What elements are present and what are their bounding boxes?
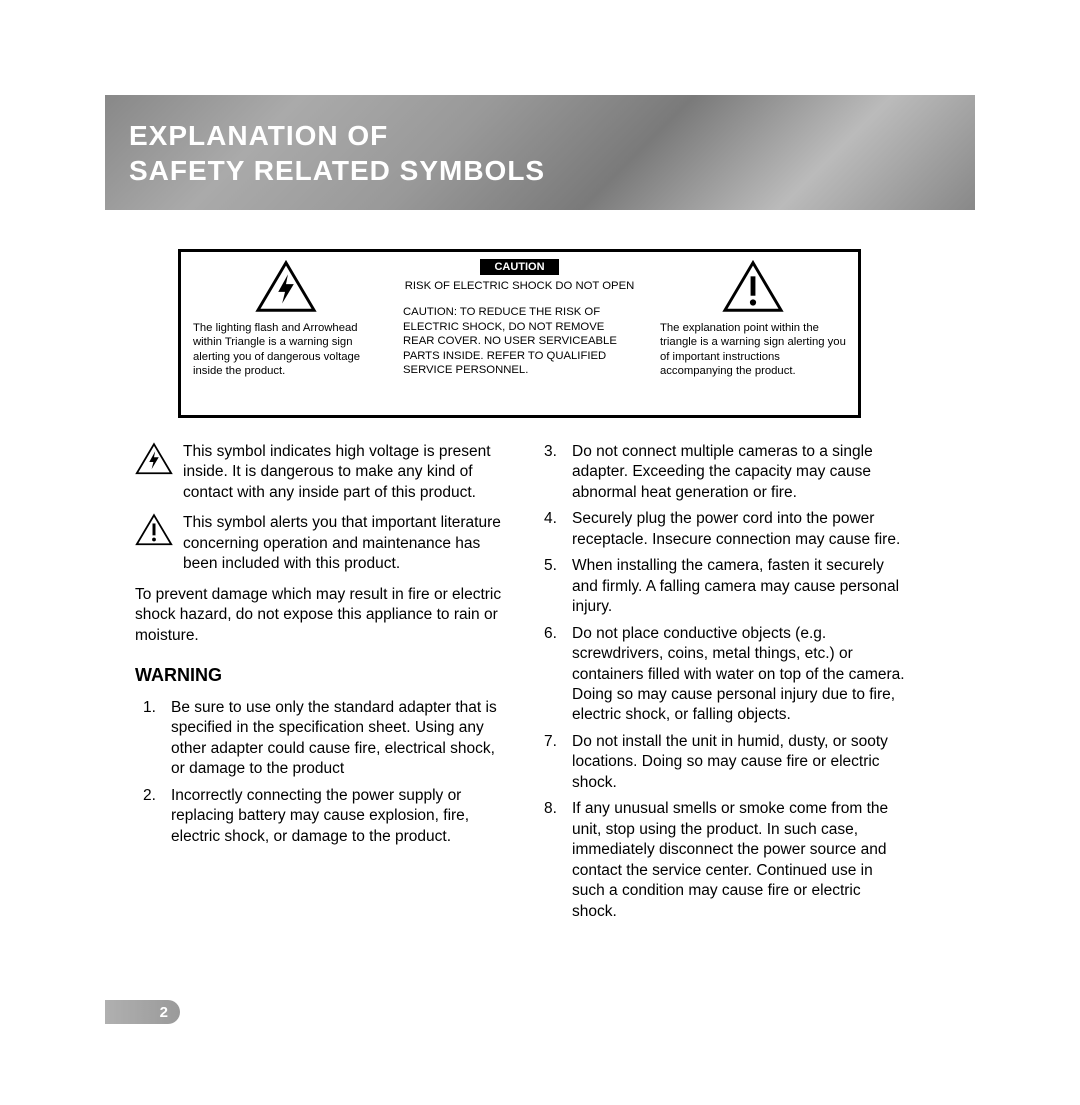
exclaim-explanation: This symbol alerts you that important li… <box>183 513 504 574</box>
header-band: EXPLANATION OF SAFETY RELATED SYMBOLS <box>105 95 975 210</box>
warning-item: When installing the camera, fasten it se… <box>536 556 905 617</box>
caution-col-mid: CAUTION RISK OF ELECTRIC SHOCK DO NOT OP… <box>391 252 648 415</box>
right-column: Do not connect multiple cameras to a sin… <box>536 442 905 928</box>
lightning-triangle-icon <box>255 259 317 315</box>
warning-item: If any unusual smells or smoke come from… <box>536 799 905 922</box>
caution-col-right: The explanation point within the triangl… <box>648 252 858 415</box>
warning-item: Be sure to use only the standard adapter… <box>135 698 504 780</box>
bolt-explanation: This symbol indicates high voltage is pr… <box>183 442 504 503</box>
page-number: 2 <box>160 1004 168 1021</box>
content-area: This symbol indicates high voltage is pr… <box>135 442 905 928</box>
warning-item: Incorrectly connecting the power supply … <box>135 786 504 847</box>
exclamation-triangle-icon <box>135 513 173 574</box>
exclamation-triangle-icon <box>722 259 784 315</box>
warning-item: Securely plug the power cord into the po… <box>536 509 905 550</box>
warning-heading: WARNING <box>135 664 504 688</box>
caution-mid-top: RISK OF ELECTRIC SHOCK DO NOT OPEN <box>405 279 635 293</box>
title-line-1: EXPLANATION OF <box>129 120 388 151</box>
symbol-row-bolt: This symbol indicates high voltage is pr… <box>135 442 504 503</box>
symbol-row-exclaim: This symbol alerts you that important li… <box>135 513 504 574</box>
prevent-paragraph: To prevent damage which may result in fi… <box>135 585 504 646</box>
warning-list-left: Be sure to use only the standard adapter… <box>135 698 504 847</box>
title-line-2: SAFETY RELATED SYMBOLS <box>129 155 545 186</box>
warning-item: Do not connect multiple cameras to a sin… <box>536 442 905 503</box>
caution-col-left: The lighting flash and Arrowhead within … <box>181 252 391 415</box>
caution-right-text: The explanation point within the triangl… <box>660 321 846 379</box>
caution-left-text: The lighting flash and Arrowhead within … <box>193 321 379 379</box>
caution-label: CAUTION <box>480 259 558 275</box>
warning-item: Do not place conductive objects (e.g. sc… <box>536 624 905 726</box>
page-number-pill: 2 <box>105 1000 180 1024</box>
caution-box: The lighting flash and Arrowhead within … <box>178 249 861 418</box>
warning-list-right: Do not connect multiple cameras to a sin… <box>536 442 905 922</box>
left-column: This symbol indicates high voltage is pr… <box>135 442 504 928</box>
page-title: EXPLANATION OF SAFETY RELATED SYMBOLS <box>129 118 545 188</box>
lightning-triangle-icon <box>135 442 173 503</box>
warning-item: Do not install the unit in humid, dusty,… <box>536 732 905 793</box>
caution-mid-bottom: CAUTION: TO REDUCE THE RISK OF ELECTRIC … <box>403 305 636 377</box>
